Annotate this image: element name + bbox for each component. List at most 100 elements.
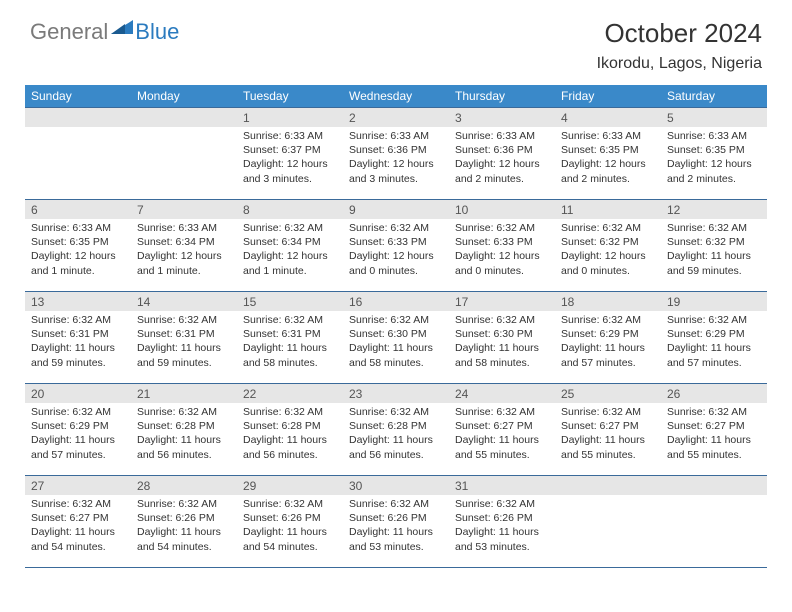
day-number: 29: [237, 476, 343, 495]
day-details: Sunrise: 6:33 AMSunset: 6:36 PMDaylight:…: [449, 127, 555, 190]
calendar-cell: 22Sunrise: 6:32 AMSunset: 6:28 PMDayligh…: [237, 384, 343, 476]
calendar-cell: [661, 476, 767, 568]
day-number: 28: [131, 476, 237, 495]
day-number: [661, 476, 767, 495]
day-header-row: Sunday Monday Tuesday Wednesday Thursday…: [25, 85, 767, 108]
calendar-cell: 28Sunrise: 6:32 AMSunset: 6:26 PMDayligh…: [131, 476, 237, 568]
day-details: Sunrise: 6:32 AMSunset: 6:26 PMDaylight:…: [343, 495, 449, 558]
calendar-cell: 29Sunrise: 6:32 AMSunset: 6:26 PMDayligh…: [237, 476, 343, 568]
day-details: Sunrise: 6:32 AMSunset: 6:28 PMDaylight:…: [237, 403, 343, 466]
day-number: 5: [661, 108, 767, 127]
day-number: 30: [343, 476, 449, 495]
calendar-row: 6Sunrise: 6:33 AMSunset: 6:35 PMDaylight…: [25, 200, 767, 292]
day-details: Sunrise: 6:32 AMSunset: 6:27 PMDaylight:…: [449, 403, 555, 466]
calendar-cell: 5Sunrise: 6:33 AMSunset: 6:35 PMDaylight…: [661, 108, 767, 200]
calendar-cell: 6Sunrise: 6:33 AMSunset: 6:35 PMDaylight…: [25, 200, 131, 292]
day-details: [25, 127, 131, 195]
calendar-cell: 11Sunrise: 6:32 AMSunset: 6:32 PMDayligh…: [555, 200, 661, 292]
day-details: [661, 495, 767, 563]
calendar-cell: 16Sunrise: 6:32 AMSunset: 6:30 PMDayligh…: [343, 292, 449, 384]
calendar-cell: 17Sunrise: 6:32 AMSunset: 6:30 PMDayligh…: [449, 292, 555, 384]
calendar-table: Sunday Monday Tuesday Wednesday Thursday…: [25, 85, 767, 568]
day-number: 16: [343, 292, 449, 311]
day-details: Sunrise: 6:32 AMSunset: 6:33 PMDaylight:…: [343, 219, 449, 282]
day-number: [555, 476, 661, 495]
day-number: 24: [449, 384, 555, 403]
day-details: Sunrise: 6:33 AMSunset: 6:35 PMDaylight:…: [661, 127, 767, 190]
day-details: Sunrise: 6:33 AMSunset: 6:35 PMDaylight:…: [555, 127, 661, 190]
day-details: Sunrise: 6:32 AMSunset: 6:31 PMDaylight:…: [237, 311, 343, 374]
calendar-cell: 12Sunrise: 6:32 AMSunset: 6:32 PMDayligh…: [661, 200, 767, 292]
day-number: 10: [449, 200, 555, 219]
day-details: Sunrise: 6:32 AMSunset: 6:26 PMDaylight:…: [449, 495, 555, 558]
day-number: 1: [237, 108, 343, 127]
day-number: 20: [25, 384, 131, 403]
calendar-cell: 20Sunrise: 6:32 AMSunset: 6:29 PMDayligh…: [25, 384, 131, 476]
day-header: Wednesday: [343, 85, 449, 108]
calendar-cell: 27Sunrise: 6:32 AMSunset: 6:27 PMDayligh…: [25, 476, 131, 568]
calendar-cell: 18Sunrise: 6:32 AMSunset: 6:29 PMDayligh…: [555, 292, 661, 384]
day-details: [131, 127, 237, 195]
calendar-cell: 13Sunrise: 6:32 AMSunset: 6:31 PMDayligh…: [25, 292, 131, 384]
day-number: 9: [343, 200, 449, 219]
day-details: Sunrise: 6:32 AMSunset: 6:27 PMDaylight:…: [25, 495, 131, 558]
day-details: Sunrise: 6:32 AMSunset: 6:32 PMDaylight:…: [661, 219, 767, 282]
day-number: 22: [237, 384, 343, 403]
day-header: Tuesday: [237, 85, 343, 108]
calendar-cell: 31Sunrise: 6:32 AMSunset: 6:26 PMDayligh…: [449, 476, 555, 568]
day-details: Sunrise: 6:33 AMSunset: 6:36 PMDaylight:…: [343, 127, 449, 190]
day-details: Sunrise: 6:33 AMSunset: 6:37 PMDaylight:…: [237, 127, 343, 190]
calendar-row: 27Sunrise: 6:32 AMSunset: 6:27 PMDayligh…: [25, 476, 767, 568]
day-details: Sunrise: 6:32 AMSunset: 6:32 PMDaylight:…: [555, 219, 661, 282]
calendar-cell: 8Sunrise: 6:32 AMSunset: 6:34 PMDaylight…: [237, 200, 343, 292]
day-details: Sunrise: 6:32 AMSunset: 6:26 PMDaylight:…: [237, 495, 343, 558]
brand-general: General: [30, 19, 108, 45]
day-number: 31: [449, 476, 555, 495]
day-number: 4: [555, 108, 661, 127]
day-details: Sunrise: 6:32 AMSunset: 6:28 PMDaylight:…: [131, 403, 237, 466]
day-number: 6: [25, 200, 131, 219]
day-details: Sunrise: 6:32 AMSunset: 6:29 PMDaylight:…: [661, 311, 767, 374]
day-number: 17: [449, 292, 555, 311]
day-details: Sunrise: 6:32 AMSunset: 6:31 PMDaylight:…: [131, 311, 237, 374]
day-details: Sunrise: 6:32 AMSunset: 6:27 PMDaylight:…: [661, 403, 767, 466]
calendar-cell: 1Sunrise: 6:33 AMSunset: 6:37 PMDaylight…: [237, 108, 343, 200]
calendar-cell: 23Sunrise: 6:32 AMSunset: 6:28 PMDayligh…: [343, 384, 449, 476]
day-number: 11: [555, 200, 661, 219]
calendar-cell: 19Sunrise: 6:32 AMSunset: 6:29 PMDayligh…: [661, 292, 767, 384]
calendar-cell: [131, 108, 237, 200]
day-number: 7: [131, 200, 237, 219]
brand-logo: General Blue: [30, 18, 179, 45]
day-details: Sunrise: 6:32 AMSunset: 6:28 PMDaylight:…: [343, 403, 449, 466]
brand-triangle-icon: [111, 18, 133, 39]
calendar-cell: 10Sunrise: 6:32 AMSunset: 6:33 PMDayligh…: [449, 200, 555, 292]
brand-blue: Blue: [135, 19, 179, 45]
calendar-cell: 21Sunrise: 6:32 AMSunset: 6:28 PMDayligh…: [131, 384, 237, 476]
day-number: 21: [131, 384, 237, 403]
day-number: [131, 108, 237, 127]
day-number: 8: [237, 200, 343, 219]
header: General Blue October 2024 Ikorodu, Lagos…: [0, 0, 792, 79]
day-details: Sunrise: 6:32 AMSunset: 6:30 PMDaylight:…: [343, 311, 449, 374]
day-number: 14: [131, 292, 237, 311]
day-header: Thursday: [449, 85, 555, 108]
day-details: Sunrise: 6:32 AMSunset: 6:30 PMDaylight:…: [449, 311, 555, 374]
calendar-cell: [555, 476, 661, 568]
day-details: [555, 495, 661, 563]
day-details: Sunrise: 6:32 AMSunset: 6:29 PMDaylight:…: [555, 311, 661, 374]
day-header: Sunday: [25, 85, 131, 108]
calendar-cell: 15Sunrise: 6:32 AMSunset: 6:31 PMDayligh…: [237, 292, 343, 384]
calendar-row: 20Sunrise: 6:32 AMSunset: 6:29 PMDayligh…: [25, 384, 767, 476]
day-header: Monday: [131, 85, 237, 108]
day-number: 13: [25, 292, 131, 311]
day-number: 3: [449, 108, 555, 127]
day-number: 18: [555, 292, 661, 311]
day-details: Sunrise: 6:32 AMSunset: 6:26 PMDaylight:…: [131, 495, 237, 558]
day-number: 27: [25, 476, 131, 495]
day-number: 15: [237, 292, 343, 311]
day-number: [25, 108, 131, 127]
day-number: 23: [343, 384, 449, 403]
day-number: 25: [555, 384, 661, 403]
day-details: Sunrise: 6:32 AMSunset: 6:31 PMDaylight:…: [25, 311, 131, 374]
location-text: Ikorodu, Lagos, Nigeria: [597, 55, 762, 73]
